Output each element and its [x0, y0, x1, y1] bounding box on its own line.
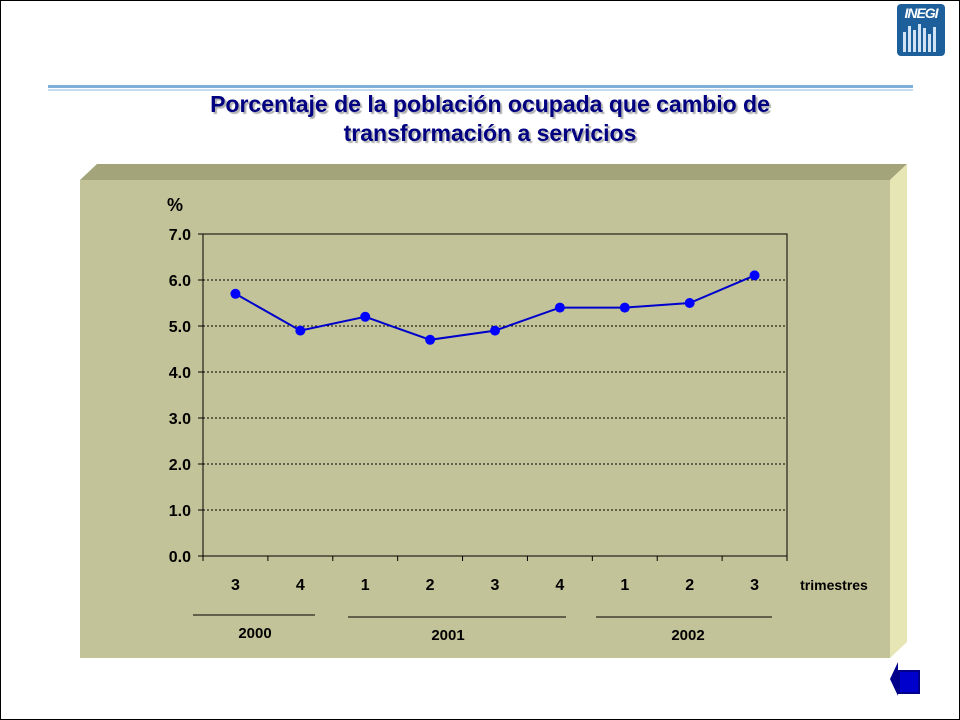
- data-point: [360, 311, 371, 322]
- data-point: [490, 325, 500, 336]
- x-ticks: 3 4 1 2 3 4 1 2 3: [202, 556, 788, 594]
- year-label-2002: 2002: [671, 627, 704, 644]
- data-point: [684, 298, 695, 308]
- x-tick-label: 3: [491, 577, 500, 594]
- x-tick-label: 1: [361, 577, 370, 594]
- x-tick-label: 3: [231, 577, 240, 594]
- y-tick-label: 4.0: [169, 365, 191, 382]
- x-tick-label: 3: [750, 577, 759, 594]
- title-rule-shadow: [48, 89, 913, 91]
- back-arrow-button[interactable]: [888, 660, 922, 698]
- panel-top: [80, 164, 907, 180]
- y-tick-label: 3.0: [169, 411, 191, 428]
- title-line-1: Porcentaje de la población ocupada que c…: [210, 91, 770, 117]
- y-tick-label: 1.0: [169, 503, 191, 520]
- series-line: [230, 270, 760, 345]
- x-tick-label: 1: [620, 577, 629, 594]
- x-axis-label: trimestres: [800, 577, 868, 593]
- panel-side: [890, 164, 907, 658]
- data-point: [425, 334, 436, 345]
- title-line-2: transformación a servicios: [343, 120, 637, 146]
- x-tick-label: 4: [555, 577, 564, 594]
- data-point: [295, 325, 306, 336]
- year-label-2001: 2001: [431, 627, 464, 644]
- data-point: [230, 288, 241, 299]
- year-label-2000: 2000: [238, 625, 271, 642]
- data-point: [554, 302, 565, 313]
- back-arrow-face: [900, 672, 918, 692]
- logo-bars-icon: [903, 24, 939, 52]
- x-tick-label: 4: [296, 577, 305, 594]
- y-tick-label: 7.0: [169, 227, 191, 244]
- y-tick-label: 0.0: [169, 549, 191, 566]
- y-ticks: 0.0 1.0 2.0 3.0 4.0 5.0 6.0 7.0: [169, 227, 203, 566]
- x-tick-label: 2: [426, 577, 435, 594]
- x-tick-label: 2: [685, 577, 694, 594]
- title-rule: [48, 85, 913, 88]
- inegi-logo: INEGI: [897, 4, 945, 56]
- y-tick-label: 6.0: [169, 273, 191, 290]
- data-point: [619, 302, 630, 313]
- logo-text: INEGI: [904, 5, 938, 21]
- y-tick-label: 2.0: [169, 457, 191, 474]
- y-axis-label: %: [167, 195, 183, 215]
- y-tick-label: 5.0: [169, 319, 191, 336]
- panel-face: [80, 180, 890, 658]
- data-point: [749, 270, 760, 281]
- chart-title: Porcentaje de la población ocupada que c…: [100, 90, 880, 148]
